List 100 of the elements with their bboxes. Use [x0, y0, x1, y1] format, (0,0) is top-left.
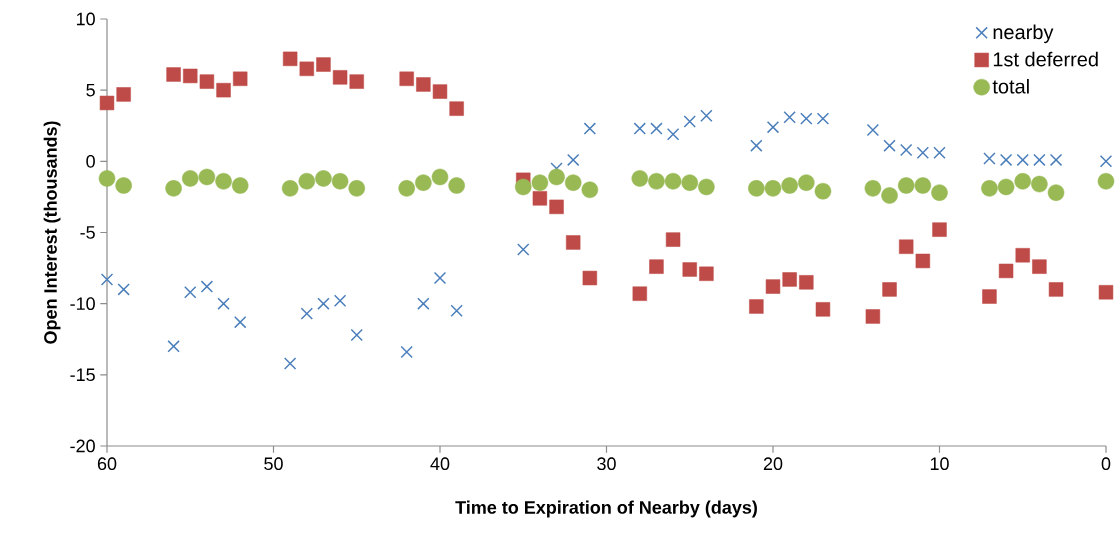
point — [448, 177, 465, 194]
point — [183, 68, 198, 84]
point — [898, 239, 914, 254]
point — [864, 180, 882, 197]
point — [750, 139, 763, 152]
point — [1016, 153, 1029, 167]
point — [117, 283, 130, 296]
point — [331, 172, 349, 190]
point — [981, 180, 998, 197]
point — [983, 152, 996, 165]
point — [166, 67, 181, 82]
point — [883, 139, 896, 152]
point — [349, 74, 364, 89]
point — [400, 345, 413, 359]
point — [98, 170, 116, 187]
point — [416, 77, 431, 92]
point — [682, 262, 697, 277]
x-tick-label: 10 — [930, 457, 949, 471]
point — [915, 253, 931, 269]
point — [116, 87, 131, 102]
point — [282, 51, 298, 67]
point — [698, 178, 715, 196]
point — [517, 243, 530, 256]
point — [749, 299, 764, 314]
point — [449, 101, 464, 116]
point — [765, 279, 781, 294]
point — [865, 309, 881, 324]
x-tick-label: 30 — [597, 457, 616, 471]
point — [664, 172, 682, 190]
point — [283, 357, 297, 370]
legend-label: total — [992, 78, 1029, 94]
point — [332, 70, 348, 85]
point — [431, 168, 449, 186]
point — [399, 71, 414, 86]
point — [1031, 175, 1048, 193]
point — [348, 180, 366, 197]
point — [281, 180, 299, 197]
point — [1098, 285, 1114, 300]
point — [1099, 155, 1113, 168]
y-tick-label: -10 — [70, 297, 95, 311]
point — [932, 222, 947, 237]
y-tick-label: 5 — [86, 83, 95, 97]
x-tick-label: 20 — [763, 457, 783, 471]
point — [1048, 282, 1064, 297]
point — [216, 82, 231, 98]
point — [200, 280, 214, 293]
point — [798, 174, 815, 191]
x-tick-label: 50 — [264, 457, 283, 471]
point — [699, 266, 714, 281]
point — [815, 302, 831, 317]
point — [1047, 184, 1065, 201]
point — [814, 182, 832, 200]
point — [433, 271, 447, 285]
point — [315, 170, 332, 187]
point — [415, 174, 432, 191]
point — [1049, 153, 1063, 167]
point — [764, 180, 782, 197]
point — [99, 95, 115, 111]
point — [198, 168, 216, 186]
point — [1015, 248, 1030, 263]
point — [1033, 153, 1046, 167]
point — [914, 177, 932, 194]
point — [782, 272, 797, 287]
y-tick-label: 10 — [76, 12, 95, 26]
point — [184, 286, 197, 299]
point — [217, 297, 230, 310]
y-tick-label: -15 — [70, 368, 95, 382]
point — [800, 112, 813, 125]
x-tick-label: 40 — [430, 457, 450, 471]
point — [233, 315, 247, 329]
point — [650, 122, 663, 135]
point — [816, 112, 830, 125]
point — [167, 340, 180, 353]
legend-label: 1st deferred — [993, 51, 1098, 67]
point — [215, 172, 232, 190]
point — [683, 115, 696, 128]
point — [681, 174, 699, 191]
point — [916, 146, 930, 159]
point — [531, 174, 549, 191]
point — [548, 168, 565, 186]
point — [564, 174, 582, 191]
point — [1032, 259, 1047, 274]
point — [333, 294, 347, 308]
point — [700, 109, 713, 122]
point — [514, 178, 532, 196]
point — [231, 177, 249, 194]
point — [897, 177, 915, 194]
point — [998, 263, 1014, 279]
point — [648, 172, 665, 190]
point — [766, 120, 780, 134]
y-axis-title: Open Interest (thousands) — [43, 121, 61, 344]
point — [300, 307, 314, 320]
point — [350, 328, 363, 342]
point — [199, 74, 215, 89]
point — [982, 289, 997, 304]
point — [298, 172, 316, 190]
point — [566, 153, 580, 167]
point — [866, 123, 880, 137]
point — [997, 178, 1015, 196]
point — [631, 170, 649, 187]
